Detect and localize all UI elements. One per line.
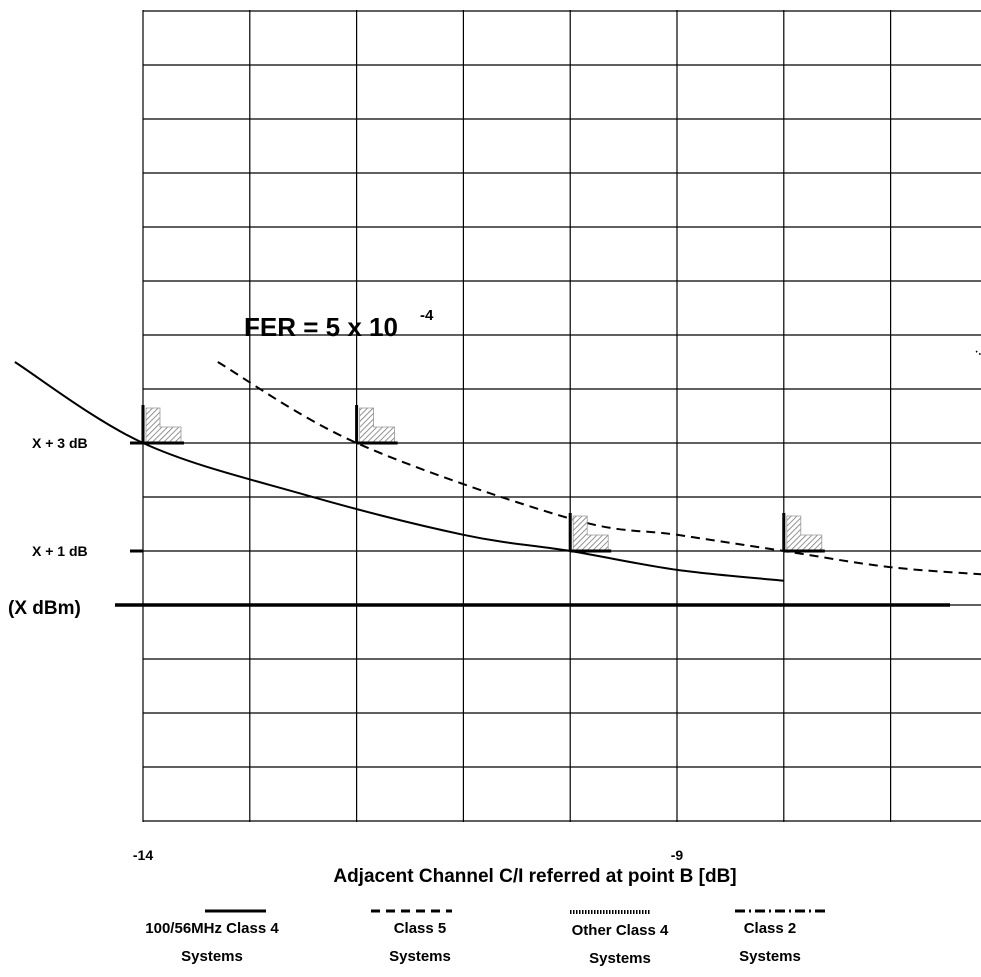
series-line-solid	[14, 361, 784, 582]
x-tick-label: -14	[133, 847, 153, 863]
legend-label-solid: 100/56MHz Class 4 Systems	[145, 920, 279, 965]
label-group: FER = 5 x 10 -4 Adjacent Channel C/I ref…	[8, 307, 737, 887]
y-tick-label: X + 1 dB	[32, 543, 88, 559]
marker-group	[141, 405, 825, 553]
marker-hatch	[786, 515, 823, 552]
marker-hatch	[359, 407, 395, 444]
series-line-dotted	[975, 350, 981, 356]
series-group	[14, 350, 981, 582]
baseline-label: (X dBm)	[8, 598, 81, 619]
series-line-dashed	[217, 361, 981, 576]
x-tick-label: -9	[671, 847, 684, 863]
x-axis-label: Adjacent Channel C/I referred at point B…	[333, 866, 736, 887]
spec-marker	[782, 513, 825, 553]
chart-title: FER = 5 x 10	[244, 312, 398, 342]
spec-marker	[141, 405, 184, 445]
spec-marker	[355, 405, 398, 445]
legend-swatches	[205, 909, 825, 914]
y-tick-label: X + 3 dB	[32, 435, 88, 451]
grid	[142, 10, 981, 822]
marker-hatch	[572, 515, 609, 552]
legend-label-dashdot: Class 2 Systems	[739, 920, 801, 965]
chart-title-exponent: -4	[420, 307, 434, 324]
spec-marker	[568, 513, 612, 553]
legend-label-dotted: Other Class 4 Systems	[571, 922, 669, 967]
legend-label-dashed: Class 5 Systems	[389, 920, 451, 965]
marker-hatch	[145, 407, 182, 444]
